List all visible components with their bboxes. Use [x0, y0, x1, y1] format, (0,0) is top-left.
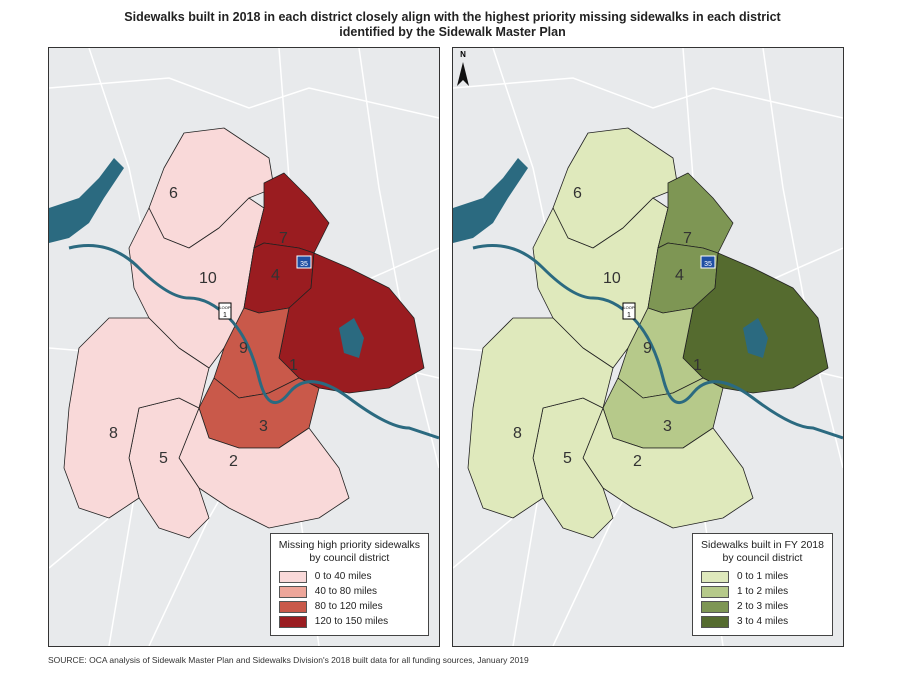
legend-label: 3 to 4 miles — [737, 616, 789, 627]
legend-title: Sidewalks built in FY 2018 by council di… — [701, 539, 824, 565]
district-label-6: 6 — [573, 185, 582, 202]
district-label-2: 2 — [229, 453, 238, 470]
legend-swatch — [278, 585, 307, 598]
districts — [467, 127, 829, 539]
district-7 — [253, 172, 330, 254]
legend-swatch — [701, 615, 730, 628]
source-note: SOURCE: OCA analysis of Sidewalk Master … — [48, 655, 529, 665]
legend-swatch — [701, 600, 730, 613]
district-7 — [657, 172, 734, 254]
legend-item: 1 to 2 miles — [701, 584, 824, 599]
i35-shield: 35 — [700, 255, 716, 269]
legend-item: 80 to 120 miles — [278, 599, 420, 614]
district-label-3: 3 — [663, 418, 672, 435]
district-label-10: 10 — [199, 270, 217, 287]
district-label-8: 8 — [109, 425, 118, 442]
legend-swatch — [701, 570, 730, 583]
district-label-5: 5 — [563, 450, 572, 467]
district-label-6: 6 — [169, 185, 178, 202]
legend-label: 2 to 3 miles — [737, 601, 789, 612]
district-label-2: 2 — [633, 453, 642, 470]
i35-shield: 35 — [296, 255, 312, 269]
legend-title-line-2: by council district — [309, 552, 390, 564]
district-label-5: 5 — [159, 450, 168, 467]
title-line-1: Sidewalks built in 2018 in each district… — [124, 10, 781, 24]
legend-label: 120 to 150 miles — [314, 616, 389, 627]
district-label-3: 3 — [259, 418, 268, 435]
legend-title-line-2: by council district — [722, 552, 803, 564]
svg-text:LOOP: LOOP — [623, 305, 634, 310]
map-canvas: 35 LOOP 1 6 10 7 4 1 9 3 2 5 8 — [453, 48, 843, 646]
svg-text:35: 35 — [300, 261, 308, 268]
loop1-shield: LOOP 1 — [218, 302, 232, 320]
chart-title: Sidewalks built in 2018 in each district… — [0, 10, 905, 40]
legend-item: 0 to 1 miles — [701, 569, 824, 584]
legend-swatch — [278, 615, 307, 628]
district-numbers: 6 10 7 4 1 9 3 2 5 8 — [109, 185, 298, 470]
district-label-1: 1 — [693, 357, 702, 374]
waterways — [453, 158, 768, 358]
title-line-2: identified by the Sidewalk Master Plan — [339, 25, 566, 39]
legend-item: 40 to 80 miles — [278, 584, 420, 599]
waterways — [49, 158, 364, 358]
district-numbers: 6 10 7 4 1 9 3 2 5 8 — [513, 185, 702, 470]
district-label-9: 9 — [643, 340, 652, 357]
districts — [63, 127, 425, 539]
map-canvas: 35 LOOP 1 6 10 7 4 1 9 3 2 5 8 — [49, 48, 439, 646]
right-legend: Sidewalks built in FY 2018 by council di… — [692, 533, 833, 636]
legend-swatch — [278, 600, 307, 613]
district-label-10: 10 — [603, 270, 621, 287]
svg-text:LOOP: LOOP — [219, 305, 230, 310]
north-arrow-icon: N — [457, 50, 469, 86]
left-legend: Missing high priority sidewalks by counc… — [269, 533, 429, 636]
legend-label: 1 to 2 miles — [737, 586, 789, 597]
legend-title-line-1: Missing high priority sidewalks — [278, 539, 420, 551]
loop1-shield: LOOP 1 — [622, 302, 636, 320]
legend-label: 40 to 80 miles — [314, 586, 378, 597]
district-label-8: 8 — [513, 425, 522, 442]
district-label-1: 1 — [289, 357, 298, 374]
svg-text:N: N — [460, 50, 466, 59]
legend-title-line-1: Sidewalks built in FY 2018 — [701, 539, 824, 551]
colorado-river — [68, 244, 439, 440]
svg-text:35: 35 — [704, 261, 712, 268]
legend-item: 0 to 40 miles — [278, 569, 420, 584]
legend-item: 2 to 3 miles — [701, 599, 824, 614]
district-label-7: 7 — [683, 230, 692, 247]
missing-sidewalks-map: 35 LOOP 1 6 10 7 4 1 9 3 2 5 8 Missing h… — [48, 47, 440, 647]
legend-label: 0 to 40 miles — [314, 571, 372, 582]
svg-text:1: 1 — [223, 312, 227, 319]
district-8 — [63, 317, 210, 519]
legend-label: 80 to 120 miles — [314, 601, 383, 612]
legend-label: 0 to 1 miles — [737, 571, 789, 582]
district-8 — [467, 317, 614, 519]
legend-swatch — [278, 570, 307, 583]
district-label-4: 4 — [675, 267, 684, 284]
legend-item: 3 to 4 miles — [701, 614, 824, 629]
district-label-9: 9 — [239, 340, 248, 357]
legend-swatch — [701, 585, 730, 598]
legend-title: Missing high priority sidewalks by counc… — [279, 539, 420, 565]
district-label-7: 7 — [279, 230, 288, 247]
legend-item: 120 to 150 miles — [278, 614, 420, 629]
colorado-river — [472, 244, 843, 440]
district-label-4: 4 — [271, 267, 280, 284]
sidewalks-built-map: 35 LOOP 1 6 10 7 4 1 9 3 2 5 8 N Sidewal… — [452, 47, 844, 647]
svg-text:1: 1 — [627, 312, 631, 319]
